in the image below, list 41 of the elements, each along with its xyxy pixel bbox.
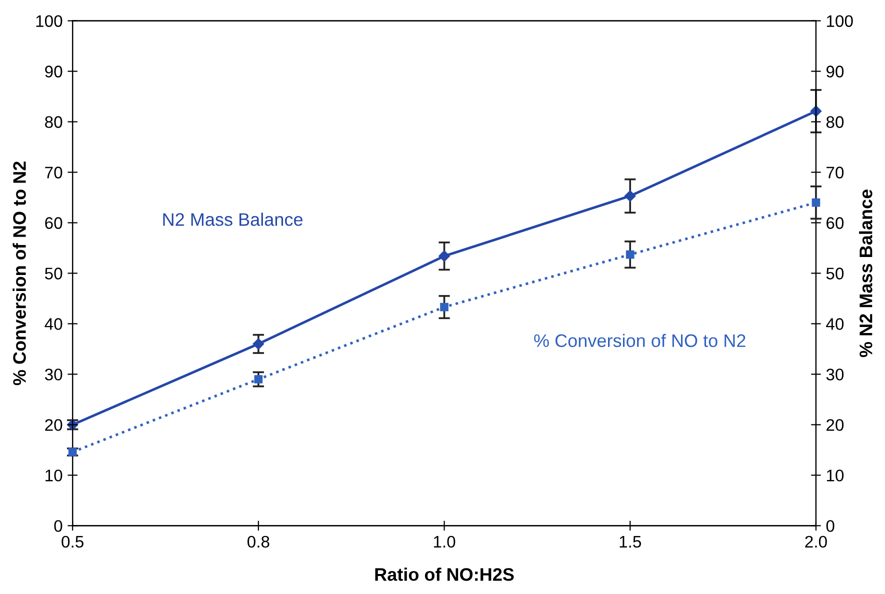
x-tick-label: 1.0 (434, 536, 456, 548)
y2-tick-label: 0 (826, 520, 834, 532)
point (626, 250, 634, 259)
y-tick-label: 100 (36, 15, 62, 27)
y-tick-label: 70 (45, 166, 62, 178)
point (810, 106, 822, 117)
x-tick-label: 0.8 (247, 536, 270, 548)
y-tick-label: 20 (45, 419, 62, 431)
y-tick-label: 80 (45, 116, 62, 128)
x-tick-label: 1.5 (620, 536, 642, 548)
y2-tick-label: 70 (826, 166, 844, 178)
point (624, 190, 636, 202)
y2-tick-label: 20 (826, 419, 844, 431)
x-tick-label: 2.0 (805, 536, 827, 548)
y-tick-label: 10 (46, 470, 62, 482)
text: % Conversion of NO to N2 (534, 334, 746, 348)
y2-tick-label: 10 (826, 470, 844, 482)
y2-axis-title: % N2 Mass Balance (859, 190, 872, 358)
y-tick-label: 50 (44, 268, 62, 280)
y-tick-label: 30 (44, 368, 62, 380)
y-tick-label: 90 (45, 66, 62, 78)
point (812, 198, 820, 207)
y2-tick-label: 60 (826, 217, 844, 229)
y-tick-label: 40 (44, 318, 62, 330)
x-axis-title: Ratio of NO:H2S (375, 568, 514, 581)
point (252, 338, 264, 350)
x-tick-label: 0.5 (62, 536, 84, 548)
point (438, 250, 450, 262)
point (254, 375, 263, 384)
y-tick-label: 0 (54, 520, 62, 532)
y2-tick-label: 30 (826, 368, 844, 380)
y-axis-title: % Conversion of NO to N2 (12, 162, 26, 386)
y2-tick-label: 90 (826, 66, 844, 78)
y2-tick-label: 80 (826, 116, 844, 128)
y2-tick-label: 50 (826, 268, 844, 280)
y-tick-label: 60 (45, 217, 62, 229)
y2-tick-label: 100 (826, 15, 853, 27)
point (440, 302, 448, 312)
text: N2 Mass Balance (163, 212, 302, 226)
point (68, 448, 77, 456)
y2-tick-label: 40 (826, 318, 844, 330)
